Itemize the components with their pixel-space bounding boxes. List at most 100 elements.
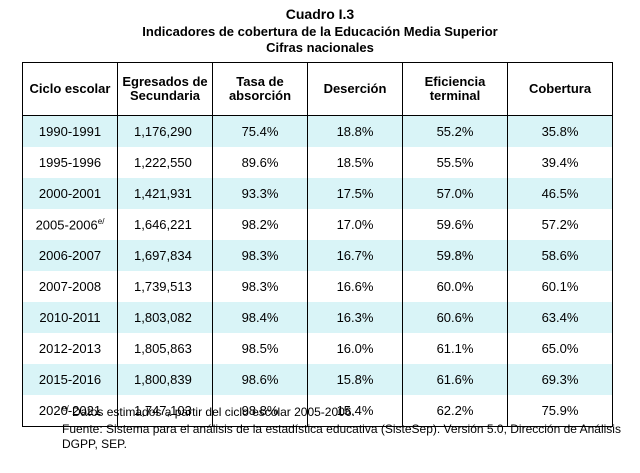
table-cell-desercion: 18.5% xyxy=(307,147,403,178)
cell-value: 17.0% xyxy=(336,217,374,232)
table-cell-absorcion: 98.5% xyxy=(212,333,308,364)
cell-value: 93.3% xyxy=(241,186,279,201)
cell-value: 62.2% xyxy=(436,403,474,418)
cell-value: 2006-2007 xyxy=(38,248,102,263)
table-cell-absorcion: 98.3% xyxy=(212,271,308,302)
table-caption-label: Cuadro I.3 xyxy=(285,6,355,22)
footnote-mark: e/ xyxy=(62,404,69,413)
cell-value: 1,739,513 xyxy=(134,279,192,294)
cell-value: 69.3% xyxy=(541,372,579,387)
table-title: Indicadores de cobertura de la Educación… xyxy=(142,24,498,39)
cell-value: 2005-2006 xyxy=(35,217,98,233)
cell-value: 55.5% xyxy=(436,155,474,170)
cell-value: 61.1% xyxy=(436,341,474,356)
table-cell-eficiencia: 59.6% xyxy=(402,209,508,240)
table-row: 2020-2021 1,747,103 98.8% 15.4% 62.2% 75.9% xyxy=(22,395,613,427)
table-cell-absorcion: 89.6% xyxy=(212,147,308,178)
table-cell-egresados: 1,803,082 xyxy=(117,302,213,333)
column-header: Egresados de Secundaria xyxy=(117,62,213,116)
table-cell-cobertura: 69.3% xyxy=(507,364,613,395)
cell-value: 46.5% xyxy=(541,186,579,201)
table-cell-eficiencia: 61.1% xyxy=(402,333,508,364)
table-cell-absorcion: 98.4% xyxy=(212,302,308,333)
estimate-mark: e/ xyxy=(97,216,105,226)
table-cell-ciclo: 1990-1991 xyxy=(22,115,118,147)
cell-value: 1,803,082 xyxy=(134,310,192,325)
cell-value: 58.6% xyxy=(541,248,579,263)
table-row: 2000-2001 1,421,931 93.3% 17.5% 57.0% 46.5% xyxy=(22,178,613,209)
cell-value: 59.6% xyxy=(436,217,474,232)
cell-value: 1,697,834 xyxy=(134,248,192,263)
table-cell-cobertura: 35.8% xyxy=(507,115,613,147)
cell-value: 18.5% xyxy=(336,155,374,170)
table-cell-eficiencia: 60.6% xyxy=(402,302,508,333)
table-cell-ciclo: 2015-2016 xyxy=(22,364,118,395)
column-header: Cobertura xyxy=(507,62,613,116)
cell-value: 16.7% xyxy=(336,248,374,263)
table-cell-desercion: 15.8% xyxy=(307,364,403,395)
cell-value: 75.4% xyxy=(241,124,279,139)
table-cell-desercion: 15.4% xyxy=(307,395,403,427)
cell-value: 57.2% xyxy=(541,217,579,232)
table-cell-eficiencia: 57.0% xyxy=(402,178,508,209)
table-row: 1990-1991 1,176,290 75.4% 18.8% 55.2% 35.8% xyxy=(22,115,613,147)
cell-value: 65.0% xyxy=(541,341,579,356)
footnote: e/ Datos estimados a partir del ciclo es… xyxy=(62,404,355,419)
footnote-text: Datos estimados a partir del ciclo escol… xyxy=(72,405,355,419)
table-cell-egresados: 1,805,863 xyxy=(117,333,213,364)
table-cell-egresados: 1,421,931 xyxy=(117,178,213,209)
table-cell-desercion: 17.5% xyxy=(307,178,403,209)
table-row: 1995-1996 1,222,550 89.6% 18.5% 55.5% 39.4% xyxy=(22,147,613,178)
cell-value: 1,421,931 xyxy=(134,186,192,201)
table-cell-ciclo: 2007-2008 xyxy=(22,271,118,302)
column-header: Deserción xyxy=(307,62,403,116)
cell-value: 1,747,103 xyxy=(134,403,192,418)
cell-value: 59.8% xyxy=(436,248,474,263)
table-cell-egresados: 1,176,290 xyxy=(117,115,213,147)
cell-value: 2010-2011 xyxy=(39,310,101,325)
table-cell-cobertura: 65.0% xyxy=(507,333,613,364)
cell-value: 98.3% xyxy=(241,279,279,294)
cell-value: 2012-2013 xyxy=(38,341,102,356)
column-header: Tasa de absorción xyxy=(212,62,308,116)
table-cell-ciclo: 2000-2001 xyxy=(22,178,118,209)
table-header-row: Ciclo escolar Egresados de Secundaria Ta… xyxy=(22,62,613,116)
table-cell-absorcion: 98.8% xyxy=(212,395,308,427)
table-cell-egresados: 1,222,550 xyxy=(117,147,213,178)
table-cell-desercion: 17.0% xyxy=(307,209,403,240)
column-header: Ciclo escolar xyxy=(22,62,118,116)
cell-value: 60.0% xyxy=(436,279,474,294)
cell-value: 98.5% xyxy=(241,341,279,356)
table-row: 2015-2016 1,800,839 98.6% 15.8% 61.6% 69.3% xyxy=(22,364,613,395)
cell-value: 16.0% xyxy=(336,341,374,356)
table-cell-ciclo: 2020-2021 xyxy=(22,395,118,427)
table-cell-desercion: 16.7% xyxy=(307,240,403,271)
table-cell-desercion: 16.0% xyxy=(307,333,403,364)
table-cell-egresados: 1,646,221 xyxy=(117,209,213,240)
table-row: 2006-2007 1,697,834 98.3% 16.7% 59.8% 58.6% xyxy=(22,240,613,271)
table-cell-absorcion: 98.6% xyxy=(212,364,308,395)
cell-value: 98.3% xyxy=(241,248,279,263)
cell-value: 39.4% xyxy=(541,155,579,170)
cell-value: 15.4% xyxy=(336,403,374,418)
cell-value: 75.9% xyxy=(541,403,579,418)
cell-value: 18.8% xyxy=(336,124,374,139)
cell-value: 2015-2016 xyxy=(38,372,102,387)
column-header: Eficiencia terminal xyxy=(402,62,508,116)
table-cell-desercion: 16.3% xyxy=(307,302,403,333)
table-row: 2012-2013 1,805,863 98.5% 16.0% 61.1% 65.0% xyxy=(22,333,613,364)
cell-value: 35.8% xyxy=(541,124,579,139)
cell-value: 60.1% xyxy=(541,279,579,294)
table-cell-eficiencia: 59.8% xyxy=(402,240,508,271)
cell-value: 2000-2001 xyxy=(38,186,102,201)
cell-value: 16.3% xyxy=(336,310,374,325)
table-cell-cobertura: 57.2% xyxy=(507,209,613,240)
table-cell-absorcion: 75.4% xyxy=(212,115,308,147)
table-cell-desercion: 18.8% xyxy=(307,115,403,147)
cell-value: 61.6% xyxy=(436,372,474,387)
table-cell-ciclo: 1995-1996 xyxy=(22,147,118,178)
cell-value: 16.6% xyxy=(336,279,374,294)
cell-value: 98.6% xyxy=(241,372,279,387)
cell-value: 17.5% xyxy=(336,186,374,201)
cell-value: 63.4% xyxy=(541,310,579,325)
